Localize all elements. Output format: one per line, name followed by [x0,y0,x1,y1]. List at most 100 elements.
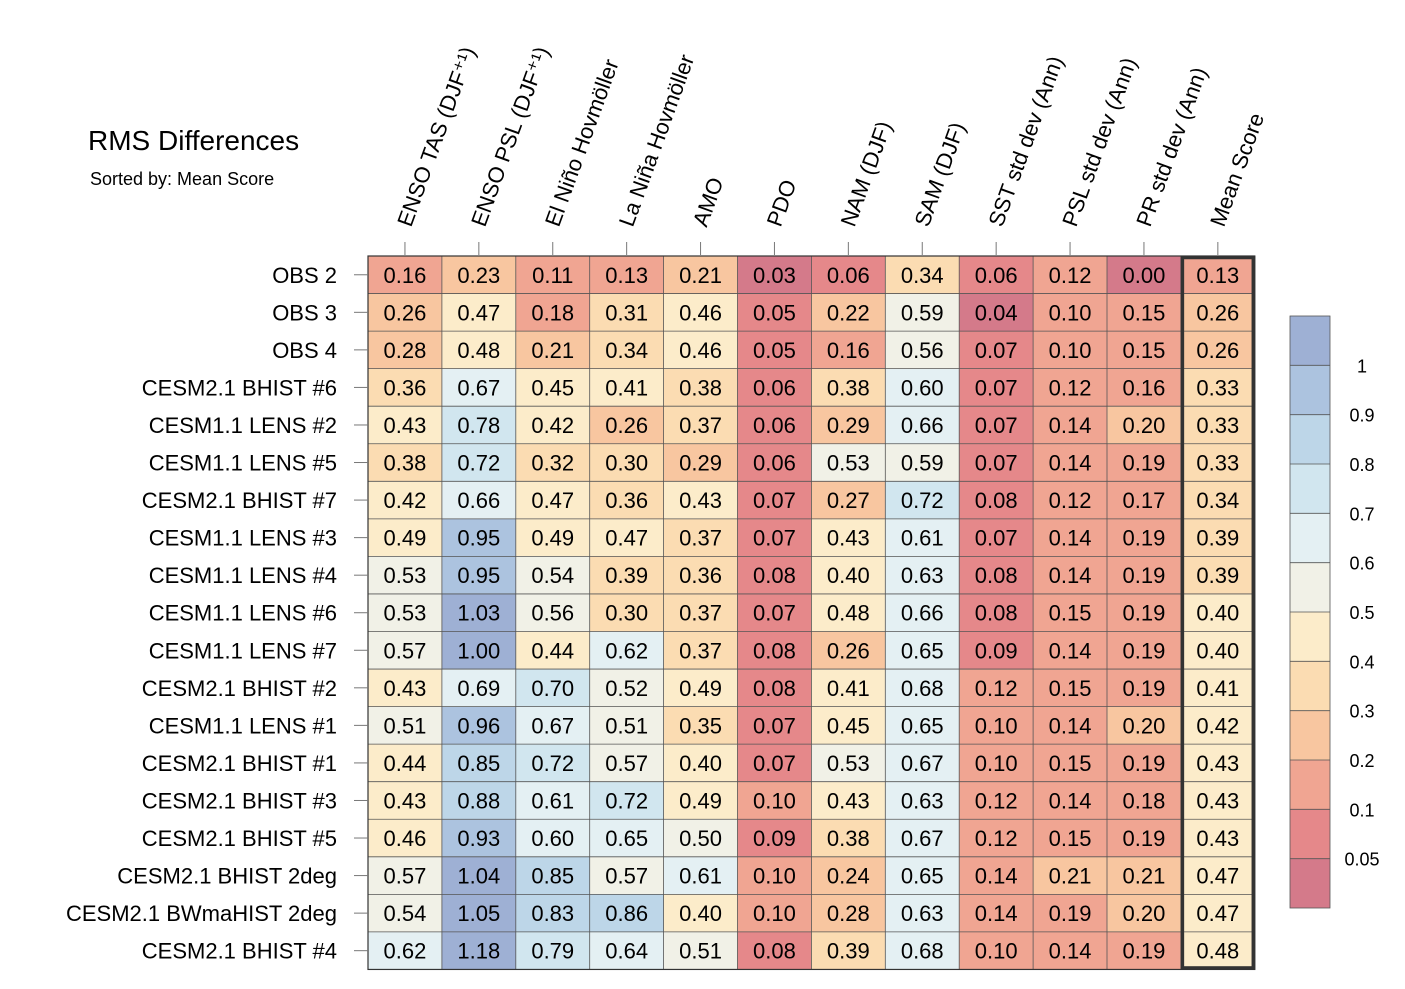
heatmap-cell [1180,631,1255,670]
cell-value-label: 0.10 [753,901,796,926]
cell-value-label: 0.15 [1123,300,1166,325]
cell-value-label: 0.34 [1196,488,1239,513]
cell-value-label: 0.34 [605,338,648,363]
heatmap-cell [441,256,516,294]
cell-value-label: 1.00 [457,638,500,663]
heatmap-cell [1180,406,1255,444]
cell-value-label: 0.67 [901,751,944,776]
heatmap-cell [1033,931,1107,970]
column-label: NAM (DJF) [836,118,897,230]
cell-value-label: 0.00 [1123,263,1166,288]
row-label: CESM2.1 BWmaHIST 2deg [66,901,337,926]
cell-value-label: 0.46 [679,300,722,325]
heatmap-cell [885,781,960,820]
heatmap-cell [368,556,442,594]
heatmap-cell [811,593,886,632]
cell-value-label: 0.36 [605,488,648,513]
heatmap-cell [737,481,812,519]
heatmap-cell [368,706,442,745]
cell-value-label: 0.60 [531,826,574,851]
heatmap-cell [515,293,590,332]
heatmap-cell [1033,443,1107,482]
heatmap-cell [368,894,442,932]
cell-value-label: 0.26 [605,413,648,438]
heatmap-cell [1180,744,1255,782]
cell-value-label: 0.49 [384,526,427,551]
cell-value-label: 0.28 [384,338,427,363]
heatmap-cell [811,518,886,557]
heatmap-cell [885,256,960,294]
cell-value-label: 0.85 [457,751,500,776]
cell-value-label: 0.52 [605,676,648,701]
cell-value-label: 0.59 [901,300,944,325]
heatmap-cell [959,368,1034,407]
heatmap-cell [1033,819,1107,857]
heatmap-cell [885,331,960,369]
row-label: CESM2.1 BHIST #7 [142,488,337,513]
cell-value-label: 0.78 [457,413,500,438]
colorbar-tick-label: 0.9 [1349,406,1374,426]
cell-value-label: 0.41 [827,676,870,701]
cell-value-label: 0.21 [679,263,722,288]
column-label: SST std dev (Ann) [983,53,1068,230]
heatmap-cell [811,556,886,594]
cell-value-label: 0.53 [384,563,427,588]
cell-value-label: 0.07 [753,751,796,776]
cell-value-label: 0.57 [384,638,427,663]
cell-value-label: 0.43 [1196,788,1239,813]
column-label: ENSO PSL (DJF⁺¹) [466,43,554,229]
cell-value-label: 0.15 [1049,601,1092,626]
heatmap-cell [737,706,812,745]
cell-value-label: 0.30 [605,451,648,476]
cell-value-label: 0.47 [1196,864,1239,889]
cell-value-label: 0.12 [1049,375,1092,400]
cell-value-label: 0.11 [532,263,573,288]
colorbar-segment [1290,513,1330,563]
column-label: Mean Score [1205,110,1269,230]
cell-value-label: 0.50 [679,826,722,851]
cell-value-label: 0.67 [901,826,944,851]
row-label: CESM2.1 BHIST #1 [142,751,337,776]
heatmap-cell [663,406,738,444]
row-label: OBS 2 [272,263,337,288]
cell-value-label: 0.14 [1049,563,1092,588]
heatmap-cell [885,894,960,932]
row-label: CESM1.1 LENS #7 [149,638,337,663]
cell-value-label: 0.08 [753,563,796,588]
cell-value-label: 0.09 [753,826,796,851]
heatmap-cell [1107,518,1181,557]
heatmap-cell [663,669,738,707]
cell-value-label: 0.65 [901,638,944,663]
chart-subtitle: Sorted by: Mean Score [90,169,275,189]
heatmap-cell [1033,481,1107,519]
cell-value-label: 0.65 [605,826,648,851]
cell-value-label: 0.49 [531,526,574,551]
row-label: CESM2.1 BHIST #6 [142,375,337,400]
heatmap-cell [368,518,442,557]
cell-value-label: 0.36 [679,563,722,588]
heatmap-cell [441,593,516,632]
heatmap-cell [811,406,886,444]
heatmap-cell [368,293,442,332]
cell-value-label: 0.70 [531,676,574,701]
cell-value-label: 0.07 [975,413,1018,438]
heatmap-cell [663,894,738,932]
heatmap-cell [885,931,960,970]
heatmap-cell [441,518,516,557]
colorbar-tick-label: 0.5 [1349,603,1374,623]
heatmap-cell [589,856,664,895]
heatmap-cell [441,631,516,670]
cell-value-label: 0.72 [457,451,500,476]
heatmap-cell [885,481,960,519]
heatmap-cell [515,556,590,594]
cell-value-label: 0.07 [753,488,796,513]
heatmap-cell [737,293,812,332]
heatmap-cell [811,631,886,670]
heatmap-cell [441,931,516,970]
heatmap-cell [441,331,516,369]
cell-value-label: 0.12 [975,676,1018,701]
colorbar-tick-label: 0.2 [1349,751,1374,771]
colorbar-segment [1290,710,1330,760]
heatmap-cell [589,706,664,745]
colorbar-segment [1290,661,1330,711]
